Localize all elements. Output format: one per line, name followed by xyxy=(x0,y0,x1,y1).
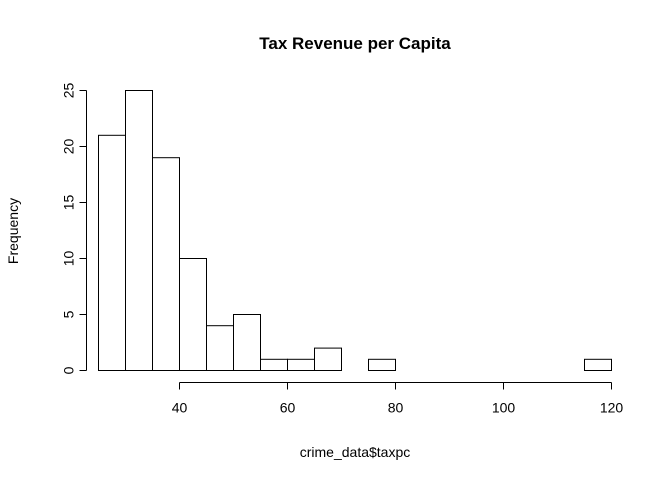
x-tick-label-80: 80 xyxy=(388,400,404,416)
x-tick-label-100: 100 xyxy=(492,400,516,416)
histogram-bar-60-65 xyxy=(287,358,315,371)
histogram-bar-55-60 xyxy=(260,358,288,371)
y-axis-label: Frequency xyxy=(5,198,21,264)
x-tick-label-40: 40 xyxy=(172,400,188,416)
histogram-bar-25-30 xyxy=(98,134,126,371)
histogram-bar-65-70 xyxy=(314,347,342,372)
histogram-bar-30-35 xyxy=(125,90,153,371)
x-tick-label-60: 60 xyxy=(280,400,296,416)
chart-title: Tax Revenue per Capita xyxy=(259,34,451,53)
y-tick-label-10: 10 xyxy=(61,251,77,267)
x-axis: 40 60 80 100 120 xyxy=(172,382,624,416)
y-tick-label-20: 20 xyxy=(61,139,77,155)
histogram-bar-40-45 xyxy=(179,258,207,371)
y-tick-label-25: 25 xyxy=(61,83,77,99)
x-tick-label-120: 120 xyxy=(600,400,624,416)
y-tick-label-5: 5 xyxy=(61,310,77,318)
histogram-bar-45-50 xyxy=(206,325,234,372)
histogram-bar-35-40 xyxy=(152,157,180,371)
histogram-bar-115-120 xyxy=(584,358,612,371)
y-axis: 0 5 10 15 20 25 xyxy=(61,83,87,374)
histogram-bar-75-80 xyxy=(368,358,396,371)
x-axis-label: crime_data$taxpc xyxy=(300,444,411,460)
histogram-bar-50-55 xyxy=(233,314,261,371)
y-tick-label-15: 15 xyxy=(61,195,77,211)
y-tick-label-0: 0 xyxy=(61,366,77,374)
histogram-bars xyxy=(98,90,612,372)
